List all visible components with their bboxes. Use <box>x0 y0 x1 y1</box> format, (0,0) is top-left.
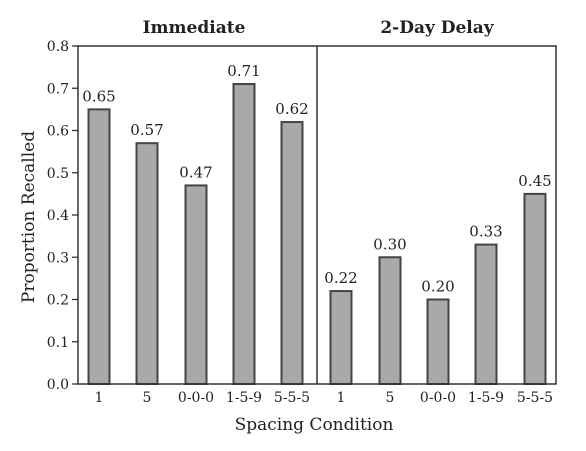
bar-value-label: 0.30 <box>373 235 406 253</box>
x-axis-title: Spacing Condition <box>235 415 394 435</box>
x-tick-label: 0-0-0 <box>420 390 456 406</box>
y-tick-label: 0.5 <box>47 166 69 182</box>
bar-value-label: 0.20 <box>421 278 454 296</box>
x-tick-label: 5-5-5 <box>274 390 310 406</box>
y-tick-label: 0.4 <box>47 208 69 224</box>
y-tick-label: 0.1 <box>47 335 69 351</box>
bar-value-label: 0.62 <box>275 100 308 118</box>
y-tick-label: 0.8 <box>47 39 69 55</box>
x-tick-label: 5 <box>143 390 152 406</box>
bar <box>474 243 498 385</box>
x-tick-label: 5-5-5 <box>517 390 553 406</box>
y-tick-label: 0.3 <box>47 250 69 266</box>
y-axis-title: Proportion Recalled <box>19 131 39 303</box>
panel-titles: Immediate 2-Day Delay <box>143 18 495 38</box>
bar <box>87 108 111 385</box>
bar <box>329 290 353 385</box>
bar-value-label: 0.71 <box>227 62 260 80</box>
bar <box>426 298 450 385</box>
panel-title: 2-Day Delay <box>380 18 494 38</box>
x-tick-label: 1-5-9 <box>468 390 504 406</box>
x-tick-label: 0-0-0 <box>178 390 214 406</box>
bar-value-label: 0.65 <box>82 87 115 105</box>
bar <box>184 184 208 385</box>
bar <box>135 142 159 385</box>
y-tick-label: 0.2 <box>47 293 69 309</box>
x-tick-label: 1 <box>95 390 104 406</box>
data-labels: 0.65 0.57 0.47 0.71 0.62 0.22 0.30 0.20 0.33 0.45 <box>82 62 551 295</box>
bar-value-label: 0.33 <box>469 223 502 241</box>
y-tick-label: 0.7 <box>47 81 69 97</box>
y-tick-label: 0.0 <box>47 377 69 393</box>
x-tick-label: 1-5-9 <box>226 390 262 406</box>
bar-value-label: 0.57 <box>130 121 163 139</box>
bar <box>232 83 256 386</box>
bar <box>280 121 304 386</box>
y-axis-ticks: 0.0 0.1 0.2 0.3 0.4 0.5 0.6 0.7 0.8 <box>47 39 78 393</box>
x-tick-label: 1 <box>337 390 346 406</box>
x-axis-ticks: 1 5 0-0-0 1-5-9 5-5-5 1 5 0-0-0 1-5-9 5-5-5 <box>95 390 554 406</box>
bar <box>523 192 547 385</box>
bar-value-label: 0.47 <box>179 163 212 181</box>
bar-value-label: 0.45 <box>518 172 551 190</box>
y-tick-label: 0.6 <box>47 124 69 140</box>
panel-title: Immediate <box>143 18 246 38</box>
bar <box>378 256 402 385</box>
x-tick-label: 5 <box>386 390 395 406</box>
bar-value-label: 0.22 <box>324 269 357 287</box>
